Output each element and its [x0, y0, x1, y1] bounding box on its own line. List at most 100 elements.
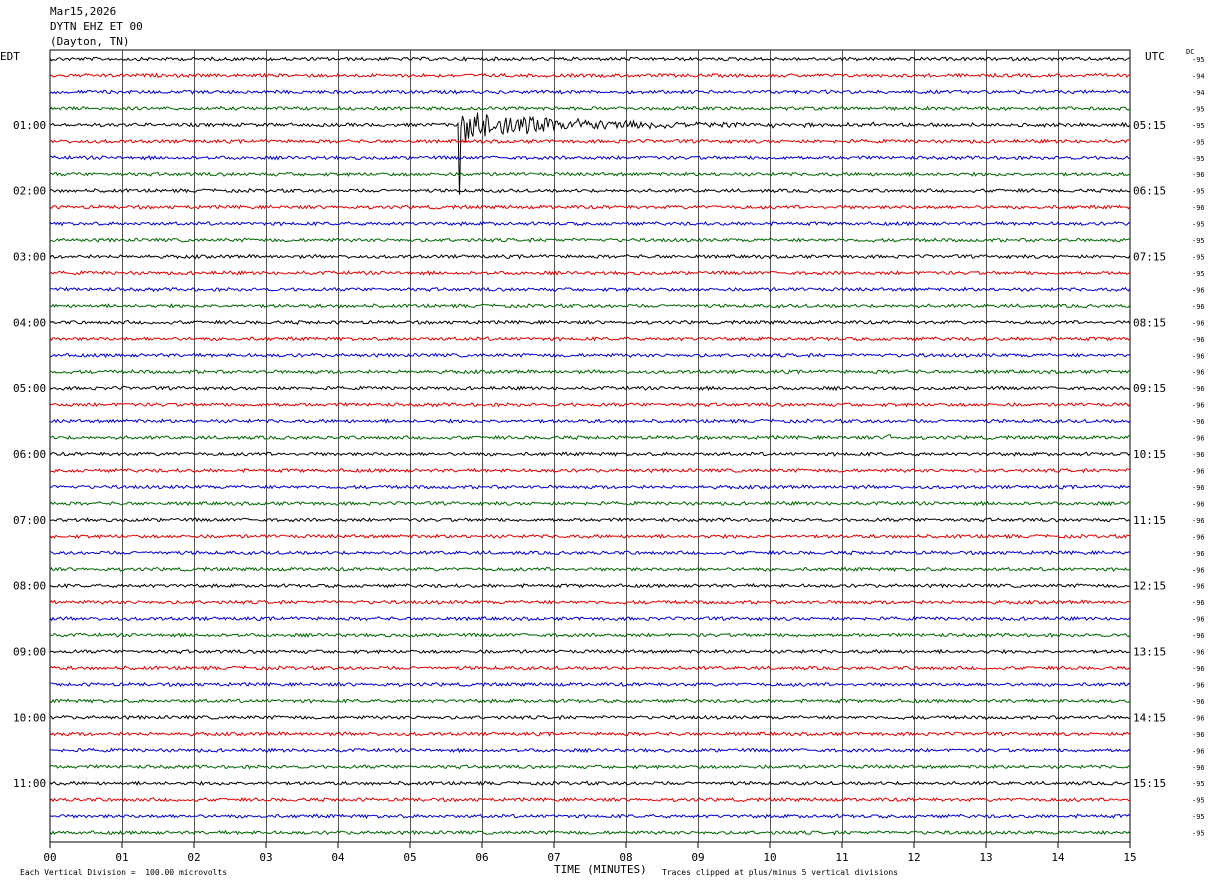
trace-row: [49, 698, 1131, 704]
trace-row: [49, 72, 1131, 79]
trace-row: [49, 385, 1131, 392]
right-hour-label: 07:15: [1133, 251, 1166, 264]
dc-offset-label: -95: [1192, 813, 1205, 821]
trace-row: [49, 418, 1131, 424]
trace-row: [49, 780, 1130, 786]
dc-offset-label: -96: [1192, 171, 1205, 179]
trace-row: [49, 747, 1131, 754]
dc-offset-label: -96: [1192, 303, 1205, 311]
x-tick-label: 14: [1051, 851, 1065, 864]
trace-row: [49, 138, 1131, 145]
trace-row: [49, 56, 1131, 62]
dc-offset-label: -96: [1192, 533, 1205, 541]
trace-row: [49, 648, 1131, 655]
dc-offset-label: -96: [1192, 698, 1205, 706]
footer-clip-note: Traces clipped at plus/minus 5 vertical …: [662, 868, 899, 877]
x-tick-label: 07: [547, 851, 560, 864]
x-tick-label: 03: [259, 851, 272, 864]
dc-offset-label: -96: [1192, 204, 1205, 212]
dc-offset-label: -95: [1192, 122, 1205, 130]
trace-row: [49, 220, 1131, 227]
trace-row: [49, 253, 1131, 260]
trace-row: [49, 615, 1131, 622]
dc-offset-label: -96: [1192, 500, 1205, 508]
dc-offset-label: -96: [1192, 468, 1205, 476]
dc-offset-label: -95: [1192, 188, 1205, 196]
trace-row: [49, 533, 1131, 540]
x-tick-label: 06: [475, 851, 488, 864]
dc-offset-label: -95: [1192, 237, 1205, 245]
trace-row: [49, 583, 1131, 589]
x-tick-label: 01: [115, 851, 128, 864]
footer-scale-note: Each Vertical Division = 100.00 microvol…: [20, 868, 228, 877]
dc-offset-label: -95: [1192, 254, 1205, 262]
dc-offset-label: -96: [1192, 731, 1205, 739]
trace-row: [49, 434, 1131, 441]
trace-row: [49, 681, 1131, 688]
trace-row: [49, 303, 1131, 309]
dc-offset-label: -95: [1192, 155, 1205, 163]
right-hour-label: 05:15: [1133, 119, 1166, 132]
trace-row: [49, 154, 1131, 161]
trace-row: [49, 319, 1131, 326]
trace-row: [49, 813, 1131, 819]
trace-row: [49, 796, 1131, 803]
x-tick-label: 15: [1123, 851, 1136, 864]
dc-offset-label: -96: [1192, 583, 1205, 591]
x-tick-label: 10: [763, 851, 776, 864]
dc-offset-label: -96: [1192, 402, 1205, 410]
right-time-labels: 05:15 06:15 07:15 08:15 09:15 10:15 11:15 12:15…: [1133, 119, 1166, 790]
x-tick-label: 02: [187, 851, 200, 864]
x-tick-label: 05: [403, 851, 416, 864]
dc-offset-label: -96: [1192, 714, 1205, 722]
left-hour-label: 10:00: [13, 711, 46, 724]
x-tick-label: 09: [691, 851, 704, 864]
x-tick-label: 12: [907, 851, 920, 864]
left-hour-label: 04:00: [13, 316, 46, 329]
trace-row: [49, 270, 1131, 276]
dc-offset-label: -96: [1192, 484, 1205, 492]
x-tick-label: 11: [835, 851, 848, 864]
trace-row: [49, 112, 1131, 195]
trace-row: [49, 237, 1131, 243]
dc-offset-label: -96: [1192, 451, 1205, 459]
dc-offset-label: -96: [1192, 566, 1205, 574]
left-hour-label: 06:00: [13, 448, 46, 461]
dc-offset-label: -96: [1192, 599, 1205, 607]
dc-offset-label: -95: [1192, 221, 1205, 229]
plot-frame: [49, 49, 1131, 843]
trace-row: [49, 187, 1131, 194]
right-hour-label: 14:15: [1133, 711, 1166, 724]
left-hour-label: 01:00: [13, 119, 46, 132]
header-station: DYTN EHZ ET 00: [50, 20, 143, 33]
x-tick-labels: 00 01 02 03 04 05 06 07 08 09 10 11 12 13 14 15: [43, 851, 1136, 864]
left-hour-label: 05:00: [13, 382, 46, 395]
dc-offset-label: -95: [1192, 138, 1205, 146]
dc-offset-label: -96: [1192, 764, 1205, 772]
dc-offset-label: -96: [1192, 286, 1205, 294]
trace-row: [49, 451, 1131, 457]
trace-row: [49, 763, 1131, 770]
trace-row: [49, 105, 1131, 112]
trace-row: [49, 401, 1131, 408]
trace-row: [50, 352, 1131, 359]
trace-row: [49, 484, 1131, 490]
x-tick-label: 13: [979, 851, 992, 864]
right-hour-label: 08:15: [1133, 316, 1166, 329]
left-time-labels: 01:00 02:00 03:00 04:00 05:00 06:00 07:00 08:00…: [13, 119, 46, 790]
dc-offset-label: -96: [1192, 616, 1205, 624]
left-hour-label: 02:00: [13, 185, 46, 198]
trace-row: [49, 89, 1131, 95]
left-hour-label: 11:00: [13, 777, 46, 790]
dc-offset-label: -96: [1192, 435, 1205, 443]
dc-offset-label: -96: [1192, 418, 1205, 426]
x-tick-label: 00: [43, 851, 56, 864]
trace-row: [50, 286, 1131, 293]
x-axis-title: TIME (MINUTES): [554, 863, 647, 876]
plot-grid: [49, 49, 1131, 848]
trace-row: [49, 500, 1131, 507]
right-hour-label: 12:15: [1133, 580, 1166, 593]
x-tick-label: 08: [619, 851, 632, 864]
trace-row: [49, 336, 1131, 342]
left-hour-label: 08:00: [13, 580, 46, 593]
